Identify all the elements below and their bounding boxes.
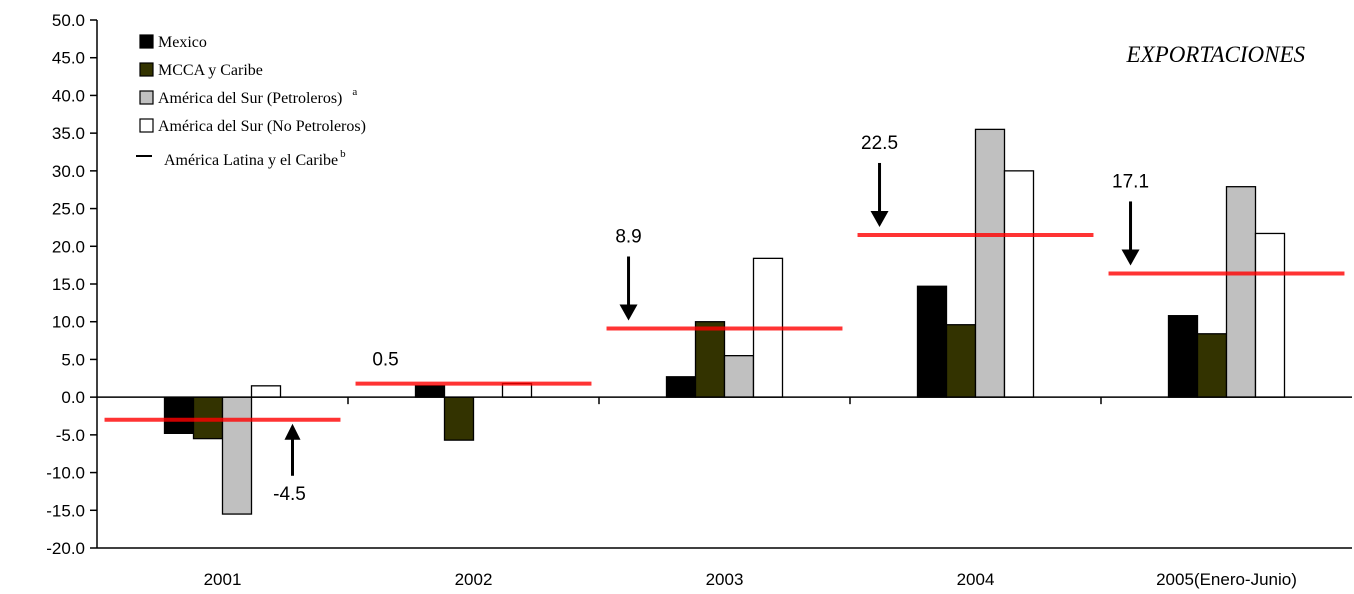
bar-mcca-y-caribe-2002 — [443, 396, 475, 441]
annotation-arrowhead-2003 — [619, 304, 638, 321]
annotation-arrowhead-2004 — [870, 210, 889, 227]
legend-swatch — [139, 62, 154, 77]
total-line-layer — [104, 232, 1345, 422]
y-tick-label: -20.0 — [46, 539, 85, 558]
annotation-label-2001: -4.5 — [273, 484, 306, 505]
annotation-arrowhead-2001 — [284, 423, 301, 440]
y-tick-label: 0.0 — [61, 388, 85, 407]
y-tick-label: 25.0 — [52, 200, 85, 219]
bars-layer — [163, 128, 1286, 515]
bar-mexico-2004 — [916, 285, 948, 398]
legend-swatch — [139, 90, 154, 105]
annotations-layer: -4.5 0.5 8.9 22.5 17.1 — [273, 133, 1149, 505]
y-tick-label: 45.0 — [52, 49, 85, 68]
y-tick-label: 50.0 — [52, 11, 85, 30]
legend-swatch — [139, 34, 154, 49]
annotation-label-2004: 22.5 — [861, 133, 898, 154]
legend-footnote-mark: b — [340, 148, 346, 160]
bar-am-rica-del-sur-no-petroleros--2001 — [250, 385, 282, 398]
axes-layer: 50.0 45.0 40.0 35.0 30.0 25.0 20.0 15.0 10.0 5.0 0… — [46, 11, 1352, 589]
y-tick-label: -5.0 — [56, 426, 85, 445]
legend-label: América del Sur (No Petroleros) — [158, 118, 366, 135]
y-tick-label: -15.0 — [46, 501, 85, 520]
y-tick-label: 5.0 — [61, 350, 85, 369]
x-tick-label: 2002 — [455, 570, 493, 589]
legend-label: América del Sur (Petroleros) a — [158, 86, 357, 107]
y-tick-label: 30.0 — [52, 162, 85, 181]
legend-footnote-mark: a — [352, 86, 357, 98]
y-tick-label: 40.0 — [52, 86, 85, 105]
bar-mexico-2002 — [414, 385, 446, 398]
x-tick-label: 2005(Enero-Junio) — [1156, 570, 1297, 589]
x-tick-label: 2003 — [706, 570, 744, 589]
y-tick-label: 35.0 — [52, 124, 85, 143]
x-tick-label: 2004 — [957, 570, 995, 589]
bar-am-rica-del-sur-petroleros--2005-Enero-Junio- — [1225, 186, 1257, 398]
bar-am-rica-del-sur-petroleros--2003 — [723, 355, 755, 398]
bar-am-rica-del-sur-petroleros--2004 — [974, 128, 1006, 398]
bar-am-rica-del-sur-no-petroleros--2004 — [1003, 170, 1035, 398]
bar-mexico-2003 — [665, 376, 697, 398]
y-tick-label: 15.0 — [52, 275, 85, 294]
legend: Mexico MCCA y Caribe América del Sur (Petr… — [136, 34, 366, 169]
bar-mexico-2005-Enero-Junio- — [1167, 315, 1199, 398]
bar-am-rica-del-sur-no-petroleros--2002 — [501, 382, 533, 398]
annotation-label-2003: 8.9 — [615, 227, 641, 248]
bar-am-rica-del-sur-no-petroleros--2005-Enero-Junio- — [1254, 232, 1286, 398]
annotation-label-2005-Enero-Junio-: 17.1 — [1112, 171, 1149, 192]
bar-mexico-2001 — [163, 396, 195, 434]
legend-swatch — [139, 118, 154, 133]
annotation-arrowhead-2005-Enero-Junio- — [1121, 249, 1140, 266]
x-tick-label: 2001 — [204, 570, 242, 589]
bar-mcca-y-caribe-2004 — [945, 324, 977, 398]
y-tick-label: 20.0 — [52, 237, 85, 256]
y-tick-label: 10.0 — [52, 313, 85, 332]
bar-am-rica-del-sur-petroleros--2001 — [221, 396, 253, 515]
bar-mcca-y-caribe-2003 — [694, 321, 726, 398]
legend-label: Mexico — [158, 34, 207, 51]
annotation-label-2002: 0.5 — [372, 350, 398, 371]
legend-label: MCCA y Caribe — [158, 62, 263, 79]
chart-title: EXPORTACIONES — [1126, 42, 1306, 67]
y-tick-label: -10.0 — [46, 464, 85, 483]
legend-label: América Latina y el Caribe b — [164, 148, 346, 169]
bar-mcca-y-caribe-2005-Enero-Junio- — [1196, 333, 1228, 398]
